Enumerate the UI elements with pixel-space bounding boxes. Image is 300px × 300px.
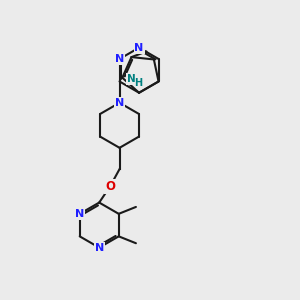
Text: N: N — [127, 74, 135, 84]
Text: N: N — [115, 98, 124, 108]
Text: N: N — [94, 243, 104, 253]
Text: N: N — [115, 54, 124, 64]
Text: N: N — [134, 43, 144, 53]
Text: N: N — [75, 209, 84, 219]
Text: O: O — [105, 180, 115, 193]
Text: H: H — [134, 78, 142, 88]
